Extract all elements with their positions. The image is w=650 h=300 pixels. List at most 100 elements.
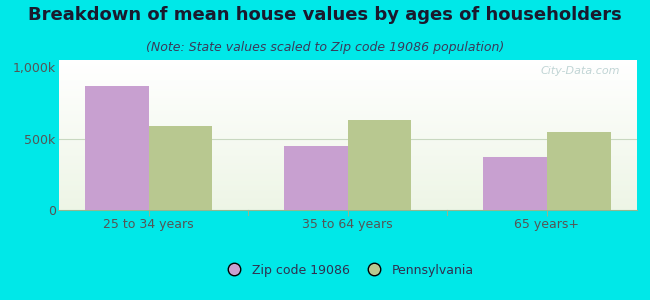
Bar <box>58 196 637 197</box>
Bar <box>58 166 637 167</box>
Bar <box>58 134 637 135</box>
Bar <box>58 137 637 139</box>
Bar <box>58 77 637 79</box>
Bar <box>58 64 637 65</box>
Bar <box>58 195 637 196</box>
Bar <box>58 100 637 101</box>
Text: Breakdown of mean house values by ages of householders: Breakdown of mean house values by ages o… <box>28 6 622 24</box>
Bar <box>58 103 637 104</box>
Bar <box>58 125 637 126</box>
Bar <box>58 82 637 84</box>
Bar <box>58 81 637 83</box>
Bar <box>58 167 637 169</box>
Bar <box>58 194 637 195</box>
Bar <box>58 68 637 69</box>
Bar <box>58 119 637 120</box>
Bar <box>58 105 637 106</box>
Bar <box>58 139 637 140</box>
Bar <box>58 158 637 159</box>
Bar <box>58 152 637 154</box>
Bar <box>58 133 637 134</box>
Bar <box>58 186 637 188</box>
Bar <box>58 188 637 189</box>
Bar <box>58 96 637 98</box>
Bar <box>58 88 637 89</box>
Bar <box>58 120 637 121</box>
Bar <box>58 184 637 185</box>
Bar <box>58 61 637 62</box>
Bar <box>58 161 637 163</box>
Bar <box>58 189 637 190</box>
Bar <box>58 209 637 210</box>
Bar <box>58 128 637 129</box>
Bar <box>58 131 637 133</box>
Bar <box>58 89 637 90</box>
Bar <box>58 204 637 205</box>
Bar <box>58 94 637 95</box>
Bar <box>58 171 637 172</box>
Bar <box>58 145 637 146</box>
Bar <box>58 114 637 115</box>
Bar <box>58 136 637 137</box>
Bar <box>58 178 637 179</box>
Text: (Note: State values scaled to Zip code 19086 population): (Note: State values scaled to Zip code 1… <box>146 40 504 53</box>
Bar <box>58 111 637 112</box>
Bar <box>58 76 637 77</box>
Bar <box>58 205 637 206</box>
Bar <box>58 121 637 122</box>
Bar <box>58 74 637 75</box>
Bar <box>58 165 637 166</box>
Bar <box>58 70 637 71</box>
Bar <box>58 169 637 170</box>
Bar <box>58 98 637 99</box>
Bar <box>58 146 637 148</box>
Bar <box>58 80 637 81</box>
Bar <box>58 142 637 144</box>
Bar <box>58 73 637 74</box>
Text: City-Data.com: City-Data.com <box>540 66 619 76</box>
Bar <box>58 116 637 118</box>
Bar <box>58 199 637 200</box>
Bar <box>58 156 637 158</box>
Bar <box>58 124 637 125</box>
Bar <box>58 110 637 111</box>
Bar <box>58 86 637 88</box>
Bar <box>58 65 637 66</box>
Bar <box>58 84 637 85</box>
Bar <box>58 185 637 186</box>
Bar <box>149 126 213 210</box>
Bar <box>58 140 637 141</box>
Bar <box>58 190 637 191</box>
Bar <box>58 193 637 194</box>
Bar <box>58 129 637 130</box>
Bar <box>58 144 637 145</box>
Bar <box>58 126 637 128</box>
Bar <box>84 86 149 210</box>
Bar <box>483 157 547 210</box>
Bar <box>58 174 637 175</box>
Bar <box>58 179 637 180</box>
Bar <box>58 69 637 70</box>
Bar <box>58 115 637 116</box>
Bar <box>58 202 637 204</box>
Bar <box>58 109 637 110</box>
Bar <box>58 71 637 73</box>
Bar <box>58 170 637 171</box>
Bar <box>58 130 637 131</box>
Bar <box>58 150 637 151</box>
Bar <box>58 135 637 136</box>
Bar <box>58 91 637 92</box>
Bar <box>58 163 637 164</box>
Bar <box>58 160 637 161</box>
Bar <box>58 62 637 64</box>
Bar <box>58 85 637 86</box>
Bar <box>58 79 637 80</box>
Bar <box>58 75 637 76</box>
Bar <box>58 122 637 124</box>
Bar <box>58 154 637 155</box>
Bar <box>58 95 637 96</box>
Legend: Zip code 19086, Pennsylvania: Zip code 19086, Pennsylvania <box>216 259 479 282</box>
Bar <box>58 151 637 152</box>
Bar <box>547 132 611 210</box>
Bar <box>58 176 637 178</box>
